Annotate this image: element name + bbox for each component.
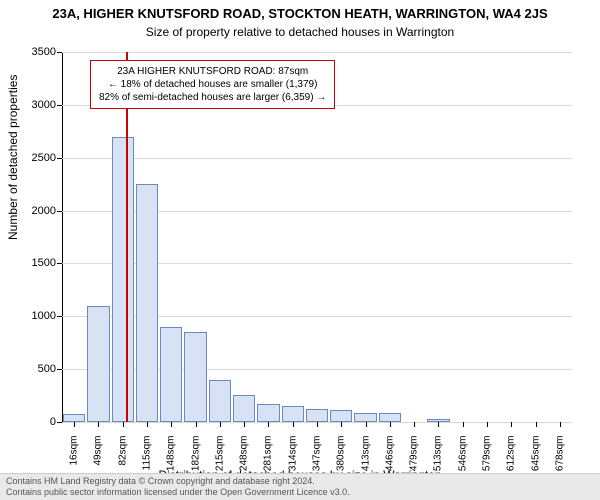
histogram-bar bbox=[184, 332, 206, 422]
page-title: 23A, HIGHER KNUTSFORD ROAD, STOCKTON HEA… bbox=[0, 0, 600, 21]
gridline bbox=[62, 158, 572, 159]
y-tick-mark bbox=[57, 158, 62, 159]
x-tick-label: 380sqm bbox=[336, 436, 347, 486]
histogram-bar bbox=[354, 413, 376, 423]
gridline bbox=[62, 52, 572, 53]
y-tick-label: 3500 bbox=[14, 46, 56, 58]
histogram-bar bbox=[87, 306, 109, 422]
annotation-box: 23A HIGHER KNUTSFORD ROAD: 87sqm ← 18% o… bbox=[90, 60, 335, 109]
x-tick-label: 82sqm bbox=[117, 436, 128, 486]
y-tick-mark bbox=[57, 105, 62, 106]
x-tick-mark bbox=[317, 422, 318, 427]
x-tick-label: 678sqm bbox=[554, 436, 565, 486]
x-tick-label: 479sqm bbox=[409, 436, 420, 486]
x-tick-mark bbox=[390, 422, 391, 427]
y-tick-label: 1500 bbox=[14, 257, 56, 269]
x-tick-mark bbox=[74, 422, 75, 427]
histogram-bar bbox=[160, 327, 182, 422]
histogram-bar bbox=[136, 184, 158, 422]
page-subtitle: Size of property relative to detached ho… bbox=[0, 21, 600, 39]
y-tick-label: 2000 bbox=[14, 205, 56, 217]
histogram-bar bbox=[330, 410, 352, 422]
y-tick-mark bbox=[57, 52, 62, 53]
x-tick-mark bbox=[147, 422, 148, 427]
histogram-bar bbox=[209, 380, 231, 422]
y-tick-mark bbox=[57, 211, 62, 212]
x-tick-label: 148sqm bbox=[166, 436, 177, 486]
y-tick-label: 2500 bbox=[14, 152, 56, 164]
x-tick-mark bbox=[438, 422, 439, 427]
y-tick-label: 500 bbox=[14, 363, 56, 375]
y-tick-label: 1000 bbox=[14, 310, 56, 322]
x-tick-mark bbox=[293, 422, 294, 427]
footer-line-2: Contains public sector information licen… bbox=[6, 487, 594, 498]
chart-container: 23A, HIGHER KNUTSFORD ROAD, STOCKTON HEA… bbox=[0, 0, 600, 500]
x-tick-mark bbox=[536, 422, 537, 427]
y-axis-line bbox=[62, 52, 63, 422]
x-tick-label: 115sqm bbox=[142, 436, 153, 486]
histogram-bar bbox=[112, 137, 134, 422]
x-tick-mark bbox=[98, 422, 99, 427]
x-tick-mark bbox=[268, 422, 269, 427]
x-tick-label: 16sqm bbox=[69, 436, 80, 486]
y-tick-mark bbox=[57, 422, 62, 423]
histogram-bar bbox=[257, 404, 279, 422]
x-tick-label: 446sqm bbox=[384, 436, 395, 486]
x-tick-label: 182sqm bbox=[190, 436, 201, 486]
x-tick-label: 49sqm bbox=[93, 436, 104, 486]
annotation-line-3: 82% of semi-detached houses are larger (… bbox=[99, 91, 326, 104]
x-tick-mark bbox=[414, 422, 415, 427]
x-tick-label: 645sqm bbox=[530, 436, 541, 486]
x-tick-mark bbox=[196, 422, 197, 427]
x-tick-label: 281sqm bbox=[263, 436, 274, 486]
x-tick-mark bbox=[366, 422, 367, 427]
annotation-line-2: ← 18% of detached houses are smaller (1,… bbox=[99, 78, 326, 91]
x-tick-mark bbox=[560, 422, 561, 427]
x-tick-label: 314sqm bbox=[287, 436, 298, 486]
x-tick-mark bbox=[123, 422, 124, 427]
x-tick-label: 546sqm bbox=[457, 436, 468, 486]
x-tick-label: 347sqm bbox=[312, 436, 323, 486]
histogram-bar bbox=[233, 395, 255, 422]
x-tick-mark bbox=[220, 422, 221, 427]
histogram-bar bbox=[306, 409, 328, 422]
x-tick-mark bbox=[341, 422, 342, 427]
annotation-line-1: 23A HIGHER KNUTSFORD ROAD: 87sqm bbox=[99, 65, 326, 78]
x-tick-mark bbox=[244, 422, 245, 427]
y-tick-label: 0 bbox=[14, 416, 56, 428]
histogram-bar bbox=[379, 413, 401, 423]
x-tick-label: 248sqm bbox=[239, 436, 250, 486]
x-tick-label: 413sqm bbox=[360, 436, 371, 486]
y-tick-mark bbox=[57, 369, 62, 370]
histogram-bar bbox=[63, 414, 85, 422]
x-tick-mark bbox=[463, 422, 464, 427]
y-tick-mark bbox=[57, 263, 62, 264]
x-tick-label: 579sqm bbox=[482, 436, 493, 486]
y-tick-label: 3000 bbox=[14, 99, 56, 111]
x-tick-label: 612sqm bbox=[506, 436, 517, 486]
histogram-bar bbox=[282, 406, 304, 422]
x-tick-mark bbox=[487, 422, 488, 427]
y-tick-mark bbox=[57, 316, 62, 317]
x-tick-mark bbox=[511, 422, 512, 427]
x-tick-label: 513sqm bbox=[433, 436, 444, 486]
x-tick-label: 215sqm bbox=[214, 436, 225, 486]
x-tick-mark bbox=[171, 422, 172, 427]
